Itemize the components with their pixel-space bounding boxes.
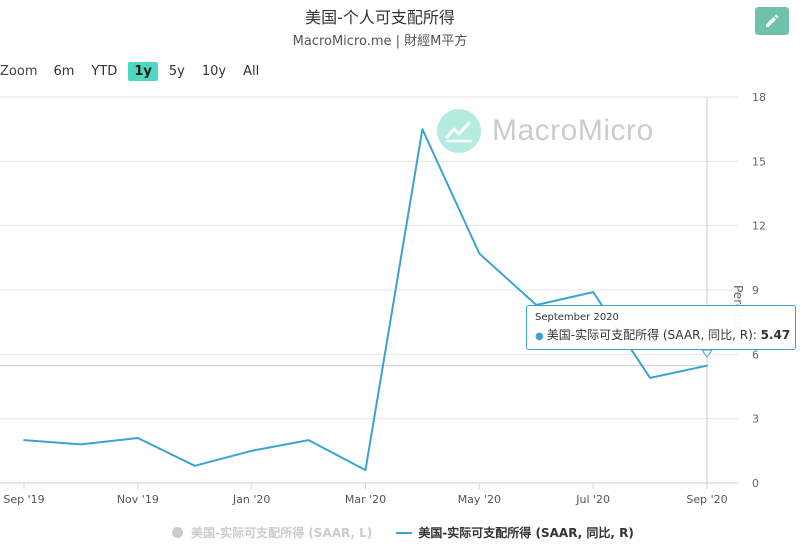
chart-subtitle: MacroMicro.me | 財經M平方 <box>292 34 468 49</box>
x-tick-label: Sep '20 <box>686 493 727 506</box>
tooltip-series-label: 美国-实际可支配所得 (SAAR, 同比, R): <box>546 328 761 342</box>
tooltip-value: 5.47 <box>760 328 791 342</box>
y-tick-label-9: 9 <box>752 284 759 297</box>
y-tick-label-12: 12 <box>752 220 766 233</box>
macromicro-logo-icon <box>437 109 481 153</box>
range-button-ytd[interactable]: YTD <box>91 63 118 79</box>
tooltip-row: ● 美国-实际可支配所得 (SAAR, 同比, R): 5.47 <box>535 326 790 343</box>
range-selector: Zoom 6m YTD 1y 5y 10y All <box>0 60 270 82</box>
tooltip-date: September 2020 <box>535 312 619 323</box>
y-tick-label-18: 18 <box>752 91 766 104</box>
x-tick-label: Sep '19 <box>3 493 44 506</box>
pencil-icon <box>766 14 779 27</box>
legend-label-level: 美国-实际可支配所得 (SAAR, L) <box>191 526 373 540</box>
legend-item-level[interactable]: 美国-实际可支配所得 (SAAR, L) <box>172 524 372 541</box>
range-button-all[interactable]: All <box>243 63 260 79</box>
y-tick-label-6: 6 <box>752 348 759 361</box>
watermark: MacroMicro <box>436 108 654 154</box>
y-tick-label-3: 3 <box>752 413 759 426</box>
x-tick-label: Jul '20 <box>575 493 610 506</box>
zoom-label: Zoom <box>0 63 38 79</box>
legend-item-yoy[interactable]: 美国-实际可支配所得 (SAAR, 同比, R) <box>396 524 634 541</box>
series-line-yoy <box>23 128 708 472</box>
x-tick-label: Jan '20 <box>232 493 270 506</box>
range-button-6m[interactable]: 6m <box>53 63 75 79</box>
legend-label-yoy: 美国-实际可支配所得 (SAAR, 同比, R) <box>418 526 634 540</box>
x-tick-label: Mar '20 <box>345 493 386 506</box>
y-tick-label-0: 0 <box>752 477 759 490</box>
chart-title: 美国-个人可支配所得 <box>305 8 455 27</box>
range-button-10y[interactable]: 10y <box>201 63 227 79</box>
tooltip: September 2020 ● 美国-实际可支配所得 (SAAR, 同比, R)… <box>526 305 796 350</box>
legend: 美国-实际可支配所得 (SAAR, L) 美国-实际可支配所得 (SAAR, 同… <box>0 524 806 541</box>
legend-marker-level <box>172 527 184 538</box>
range-button-1y[interactable]: 1y <box>128 61 158 81</box>
watermark-text: MacroMicro <box>492 114 654 147</box>
edit-button[interactable] <box>755 7 789 35</box>
range-button-5y[interactable]: 5y <box>168 63 185 79</box>
tooltip-pointer <box>701 349 713 358</box>
tooltip-series-dot: ● <box>535 331 544 342</box>
x-tick-label: May '20 <box>458 493 501 506</box>
y-tick-label-15: 15 <box>752 155 766 168</box>
x-tick-label: Nov '19 <box>117 493 159 506</box>
legend-marker-yoy <box>396 531 413 534</box>
